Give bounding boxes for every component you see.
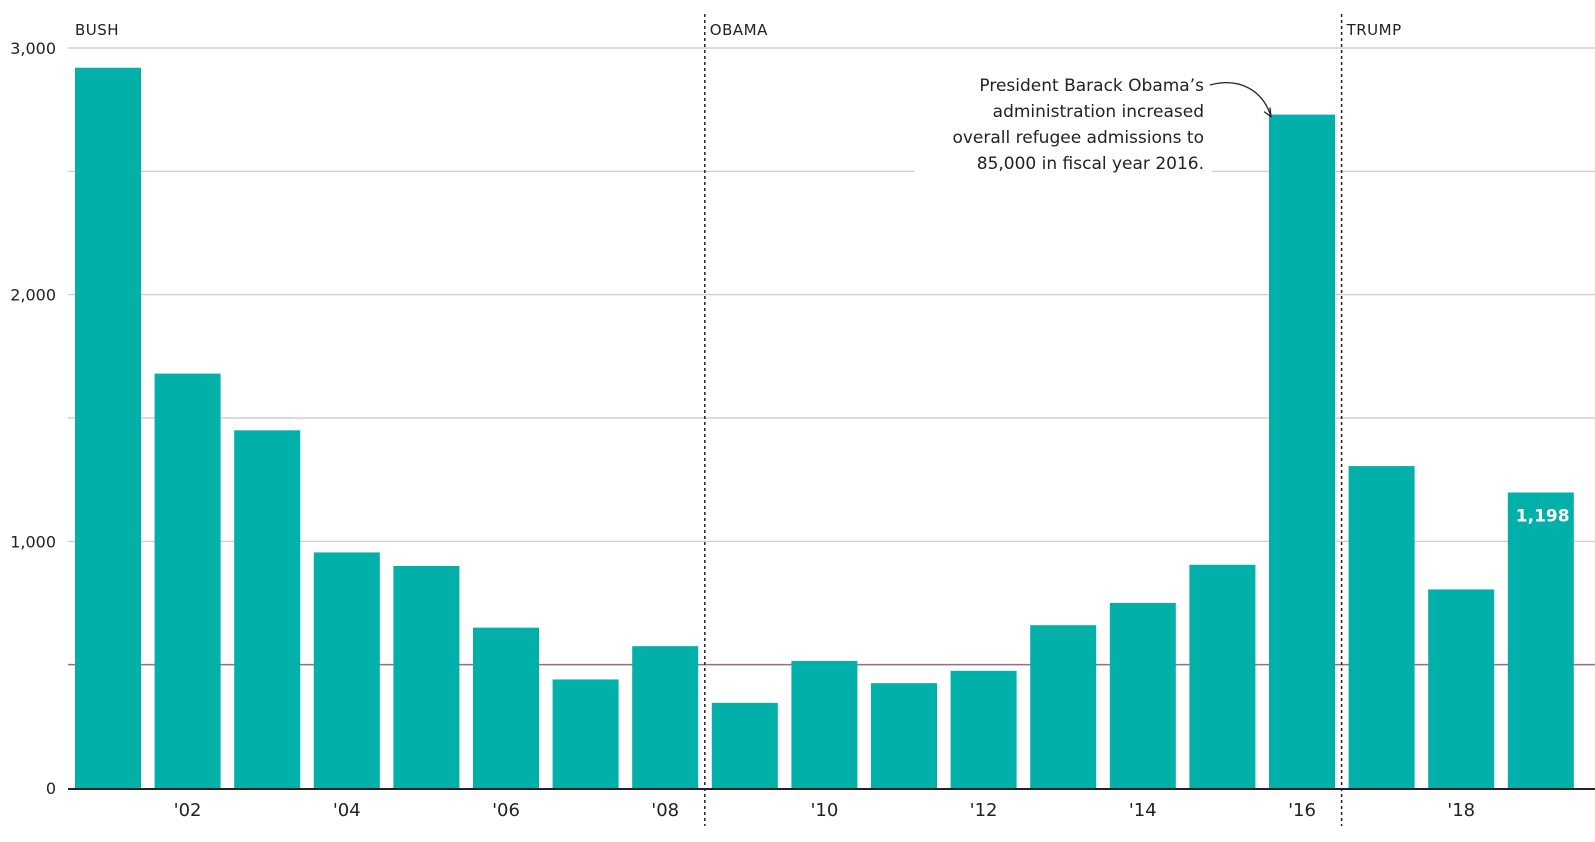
bar-2003 — [234, 430, 301, 788]
x-tick-label: '16 — [1288, 800, 1316, 821]
y-tick-label: 3,000 — [10, 39, 56, 58]
annotation-layer: President Barack Obama’s administration i… — [914, 69, 1570, 526]
era-label-obama: OBAMA — [710, 21, 768, 39]
y-tick-label: 0 — [46, 779, 56, 798]
bar-2015 — [1189, 564, 1256, 788]
annotation-line: administration increased — [993, 102, 1204, 122]
annotation-arrowhead — [1263, 107, 1272, 118]
era-label-trump: TRUMP — [1346, 21, 1402, 39]
value-label-2019: 1,198 — [1516, 506, 1570, 526]
bar-2007 — [552, 679, 619, 788]
bar-2005 — [393, 566, 460, 788]
annotation-line: overall refugee admissions to — [952, 128, 1204, 148]
x-tick-label: '02 — [174, 800, 202, 821]
bar-2014 — [1109, 603, 1176, 788]
y-tick-label: 2,000 — [10, 286, 56, 305]
x-tick-label: '10 — [810, 800, 838, 821]
annotation-line: 85,000 in fiscal year 2016. — [977, 154, 1204, 174]
bars — [75, 67, 1574, 789]
annotation-line: President Barack Obama’s — [979, 76, 1204, 96]
bar-2002 — [154, 373, 221, 788]
annotation-background — [914, 69, 1212, 179]
x-tick-label: '04 — [333, 800, 361, 821]
axes: 0 1,000 2,000 3,000 '02 '04 '06 '08 '10 '12 '14 '16… — [10, 39, 1595, 821]
x-tick-label: '14 — [1129, 800, 1157, 821]
y-tick-label: 1,000 — [10, 532, 56, 551]
bar-2012 — [950, 670, 1017, 788]
bar-2001 — [75, 67, 141, 788]
bar-2017 — [1348, 466, 1415, 788]
x-tick-label: '08 — [651, 800, 679, 821]
bar-2008 — [632, 646, 699, 788]
era-dividers: BUSH OBAMA TRUMP — [75, 14, 1402, 826]
x-tick-label: '18 — [1447, 800, 1475, 821]
bar-2009 — [711, 702, 778, 788]
bar-2006 — [473, 627, 539, 788]
bar-2010 — [791, 660, 858, 788]
bar-2013 — [1030, 625, 1097, 788]
era-label-bush: BUSH — [75, 21, 119, 39]
bar-2018 — [1428, 589, 1495, 788]
bar-2019 — [1507, 492, 1574, 788]
bar-2011 — [871, 683, 937, 788]
bar-2004 — [313, 552, 380, 788]
x-tick-label: '06 — [492, 800, 520, 821]
bar-2016 — [1269, 114, 1335, 789]
x-tick-label: '12 — [970, 800, 998, 821]
annotation-arrow — [1209, 82, 1272, 117]
